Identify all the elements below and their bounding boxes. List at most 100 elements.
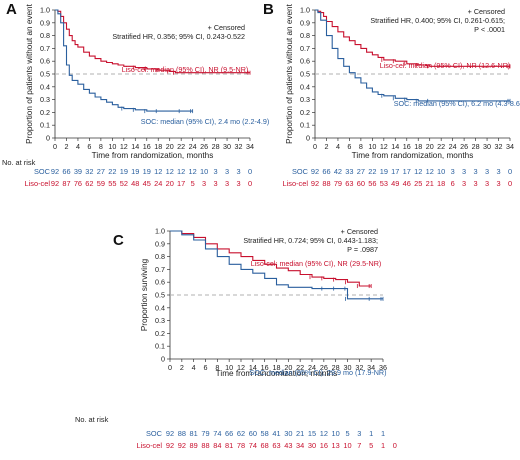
risk-count: 88 xyxy=(322,179,330,188)
risk-count: 48 xyxy=(131,179,139,188)
y-tick-label: 0.8 xyxy=(40,31,50,40)
y-tick-label: 0.1 xyxy=(155,342,165,351)
x-tick-label: 30 xyxy=(223,142,231,151)
risk-count: 45 xyxy=(143,179,151,188)
panel-letter: A xyxy=(6,1,17,18)
risk-count: 7 xyxy=(357,441,361,450)
risk-count: 22 xyxy=(368,167,376,176)
x-tick-label: 20 xyxy=(166,142,174,151)
risk-count: 12 xyxy=(426,167,434,176)
y-tick-label: 0.2 xyxy=(155,329,165,338)
y-tick-label: 0.8 xyxy=(300,31,310,40)
risk-row-label: Liso-cel xyxy=(137,441,163,450)
x-tick-label: 0 xyxy=(53,142,57,151)
series-median-label: SOC: median (95% CI), 2.4 mo (2.2-4.9) xyxy=(141,117,270,126)
risk-count: 87 xyxy=(62,179,70,188)
risk-count: 30 xyxy=(308,441,316,450)
y-tick-label: 0.7 xyxy=(300,44,310,53)
x-tick-label: 8 xyxy=(99,142,103,151)
x-tick-label: 26 xyxy=(320,363,328,372)
x-tick-label: 34 xyxy=(246,142,254,151)
km-curve-liso-cel xyxy=(315,9,510,67)
risk-count: 56 xyxy=(368,179,376,188)
risk-count: 49 xyxy=(391,179,399,188)
risk-count: 0 xyxy=(393,441,397,450)
x-tick-label: 12 xyxy=(237,363,245,372)
risk-count: 89 xyxy=(190,441,198,450)
risk-count: 62 xyxy=(85,179,93,188)
x-tick-label: 2 xyxy=(180,363,184,372)
x-tick-label: 8 xyxy=(359,142,363,151)
x-tick-label: 30 xyxy=(344,363,352,372)
risk-count: 81 xyxy=(225,441,233,450)
risk-count: 92 xyxy=(311,167,319,176)
risk-count: 60 xyxy=(249,429,257,438)
y-tick-label: 0.1 xyxy=(300,121,310,130)
x-tick-label: 34 xyxy=(367,363,375,372)
y-axis-label: Proportion of patients without an event xyxy=(25,3,34,143)
y-tick-label: 0.6 xyxy=(155,278,165,287)
y-tick-label: 0.5 xyxy=(300,70,310,79)
y-tick-label: 0 xyxy=(161,355,165,364)
risk-row-label: SOC xyxy=(34,167,51,176)
x-tick-label: 4 xyxy=(336,142,340,151)
risk-count: 19 xyxy=(380,167,388,176)
x-tick-label: 2 xyxy=(324,142,328,151)
risk-table-header: No. at risk xyxy=(75,415,109,424)
x-tick-label: 20 xyxy=(284,363,292,372)
x-axis-label: Time from randomization, months xyxy=(92,151,214,160)
risk-count: 13 xyxy=(332,441,340,450)
risk-count: 3 xyxy=(236,167,240,176)
x-tick-label: 12 xyxy=(380,142,388,151)
x-tick-label: 0 xyxy=(168,363,172,372)
risk-count: 92 xyxy=(166,441,174,450)
y-tick-label: 0.4 xyxy=(40,82,50,91)
risk-count: 79 xyxy=(201,429,209,438)
y-tick-label: 0.7 xyxy=(40,44,50,53)
panel-letter: C xyxy=(113,232,124,249)
x-tick-label: 26 xyxy=(460,142,468,151)
y-tick-label: 1.0 xyxy=(155,227,165,236)
y-tick-label: 0.9 xyxy=(40,18,50,27)
risk-count: 78 xyxy=(237,441,245,450)
x-tick-label: 36 xyxy=(379,363,387,372)
x-tick-label: 12 xyxy=(120,142,128,151)
risk-count: 34 xyxy=(296,441,304,450)
risk-count: 19 xyxy=(120,167,128,176)
km-curve-soc xyxy=(55,9,193,112)
hazard-ratio-annotation: P = .0987 xyxy=(347,245,378,254)
y-axis-label: Proportion surviving xyxy=(140,258,149,331)
series-median-label: Liso-cel: median (95% CI), NR (9.5-NR) xyxy=(122,65,249,74)
y-tick-label: 0.7 xyxy=(155,265,165,274)
x-tick-label: 6 xyxy=(204,363,208,372)
risk-count: 74 xyxy=(249,441,257,450)
risk-count: 3 xyxy=(496,179,500,188)
censored-legend: + Censored xyxy=(208,23,245,32)
risk-count: 92 xyxy=(51,179,59,188)
risk-count: 6 xyxy=(451,179,455,188)
x-tick-label: 6 xyxy=(87,142,91,151)
risk-count: 1 xyxy=(369,429,373,438)
risk-count: 17 xyxy=(177,179,185,188)
x-tick-label: 10 xyxy=(108,142,116,151)
risk-count: 53 xyxy=(380,179,388,188)
panel-letter: B xyxy=(263,1,274,18)
y-tick-label: 0.9 xyxy=(300,18,310,27)
x-tick-label: 22 xyxy=(177,142,185,151)
y-tick-label: 0.3 xyxy=(40,95,50,104)
x-tick-label: 0 xyxy=(313,142,317,151)
y-tick-label: 0.4 xyxy=(155,303,165,312)
risk-count: 27 xyxy=(357,167,365,176)
series-median-label: SOC: median (95% CI), 6.2 mo (4.3-8.6) xyxy=(394,99,520,108)
risk-count: 1 xyxy=(381,429,385,438)
risk-count: 0 xyxy=(248,167,252,176)
x-tick-label: 28 xyxy=(472,142,480,151)
risk-count: 12 xyxy=(320,429,328,438)
risk-count: 0 xyxy=(508,179,512,188)
y-tick-label: 0.6 xyxy=(40,57,50,66)
x-tick-label: 18 xyxy=(154,142,162,151)
risk-count: 30 xyxy=(284,429,292,438)
risk-count: 66 xyxy=(322,167,330,176)
x-tick-label: 8 xyxy=(215,363,219,372)
risk-count: 17 xyxy=(403,167,411,176)
